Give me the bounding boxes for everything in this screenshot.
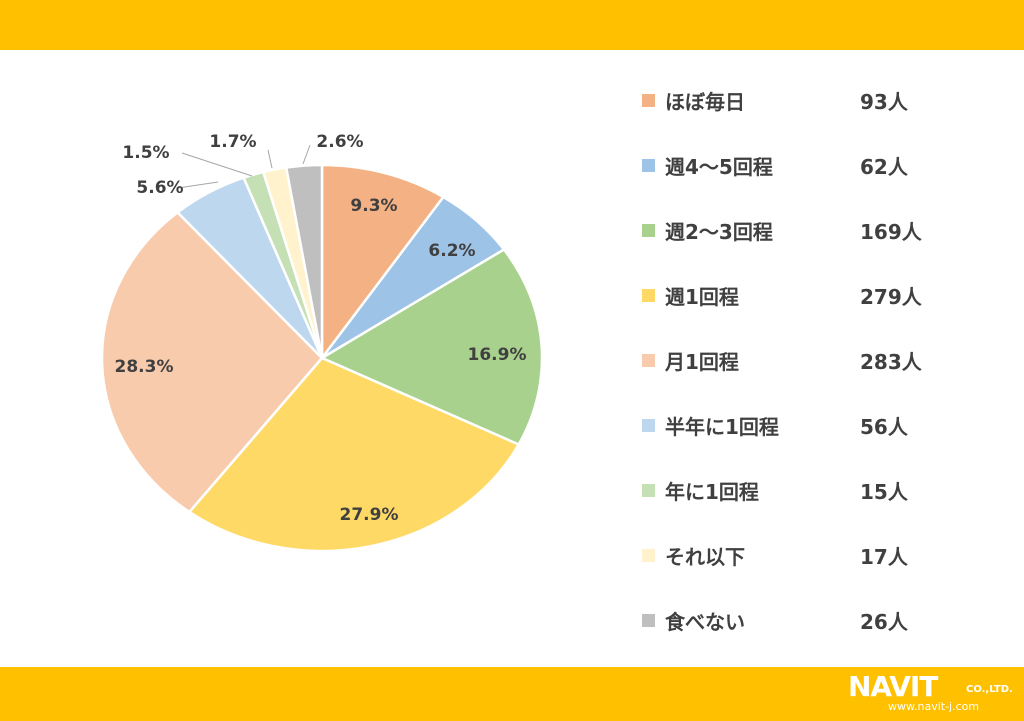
legend-item: 週1回程 279人 (640, 275, 980, 315)
legend-count: 279人 (860, 285, 922, 309)
leader-line-7 (181, 152, 253, 177)
legend-swatch (642, 94, 655, 107)
slice-label-8: 1.7% (209, 132, 256, 152)
legend-swatch (642, 614, 655, 627)
pie-slice-4 (187, 356, 521, 553)
legend-item: 食べない 26人 (640, 600, 980, 640)
slice-label-4: 27.9% (340, 505, 399, 525)
legend-item: 半年に1回程 56人 (640, 405, 980, 445)
legend-swatch (642, 419, 655, 432)
legend-item: 週2～3回程 169人 (640, 210, 980, 250)
pie-chart: 9.3% 6.2% 16.9% 27.9% 28.3% 5.6% 1.5% 1.7% 2.6% (100, 132, 544, 553)
bottom-band (0, 667, 1024, 721)
logo-url: www.navit-j.com (888, 700, 980, 713)
pie-slice-5 (100, 210, 324, 514)
navit-logo: NAVIT CO.,LTD. www.navit-j.com (848, 672, 1018, 716)
legend-swatch (642, 224, 655, 237)
legend-label: 週4～5回程 (665, 155, 773, 179)
legend-count: 56人 (860, 415, 908, 439)
pie-slice-9 (284, 163, 324, 359)
legend-label: 半年に1回程 (665, 415, 779, 439)
legend-count: 62人 (860, 155, 908, 179)
legend-item: ほぼ毎日 93人 (640, 80, 980, 120)
legend-label: 月1回程 (665, 350, 739, 374)
legend-item: 月1回程 283人 (640, 340, 980, 380)
leader-line-8 (267, 149, 273, 169)
slice-label-2: 6.2% (428, 241, 475, 261)
legend-swatch (642, 354, 655, 367)
legend-swatch (642, 159, 655, 172)
legend-item: それ以下 17人 (640, 535, 980, 575)
legend-swatch (642, 549, 655, 562)
logo-wordmark: NAVIT (848, 670, 938, 703)
leader-line-9 (302, 144, 311, 165)
legend-count: 17人 (860, 545, 908, 569)
slice-label-6: 5.6% (136, 178, 183, 198)
legend-item: 年に1回程 15人 (640, 470, 980, 510)
legend-count: 283人 (860, 350, 922, 374)
legend-label: 週1回程 (665, 285, 739, 309)
logo-company-suffix: CO.,LTD. (966, 684, 1013, 695)
legend-label: ほぼ毎日 (665, 90, 745, 114)
legend-label: 食べない (665, 610, 745, 634)
slice-label-7: 1.5% (122, 143, 169, 163)
leader-line-6 (177, 181, 219, 189)
legend-count: 93人 (860, 90, 908, 114)
top-band (0, 0, 1024, 50)
legend-label: 年に1回程 (665, 480, 759, 504)
legend-label: それ以下 (665, 545, 745, 569)
legend-swatch (642, 289, 655, 302)
slice-label-5: 28.3% (115, 357, 174, 377)
legend-count: 26人 (860, 610, 908, 634)
legend-count: 15人 (860, 480, 908, 504)
pie-slice-3 (319, 247, 544, 447)
legend-count: 169人 (860, 220, 922, 244)
pie-slice-1 (320, 163, 446, 362)
slice-label-9: 2.6% (316, 132, 363, 152)
legend-swatch (642, 484, 655, 497)
slice-label-3: 16.9% (468, 345, 527, 365)
legend-label: 週2～3回程 (665, 220, 773, 244)
legend-item: 週4～5回程 62人 (640, 145, 980, 185)
slice-label-1: 9.3% (350, 196, 397, 216)
